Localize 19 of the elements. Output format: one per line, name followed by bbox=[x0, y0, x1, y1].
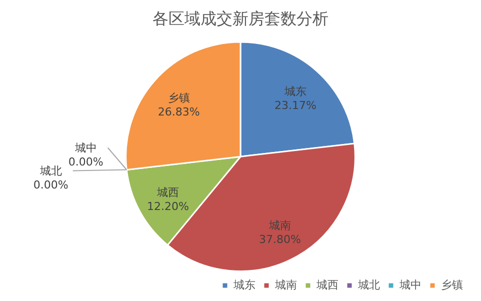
slice-label: 城西 bbox=[156, 186, 179, 199]
data-label: 12.20% bbox=[147, 200, 189, 213]
legend-label: 城西 bbox=[316, 278, 338, 292]
slice-label: 城南 bbox=[268, 218, 291, 232]
data-label: 26.83% bbox=[158, 106, 200, 119]
legend-label: 城东 bbox=[232, 278, 256, 292]
legend-label: 城中 bbox=[398, 278, 422, 292]
legend-label: 乡镇 bbox=[441, 278, 463, 292]
legend-label: 城北 bbox=[357, 278, 380, 292]
slice-label: 城东 bbox=[283, 84, 306, 98]
text: 0.00% bbox=[33, 178, 68, 192]
legend-label: 城南 bbox=[274, 278, 297, 292]
slice-label: 乡镇 bbox=[168, 92, 190, 105]
text: 0.00% bbox=[68, 156, 104, 169]
category-label: 城中 bbox=[74, 142, 97, 155]
data-label: 23.17% bbox=[274, 98, 316, 112]
category-label: 城北 bbox=[40, 164, 62, 178]
data-label: 37.80% bbox=[258, 232, 301, 246]
chart-title: 各区域成交新房套数分析 bbox=[152, 8, 328, 28]
